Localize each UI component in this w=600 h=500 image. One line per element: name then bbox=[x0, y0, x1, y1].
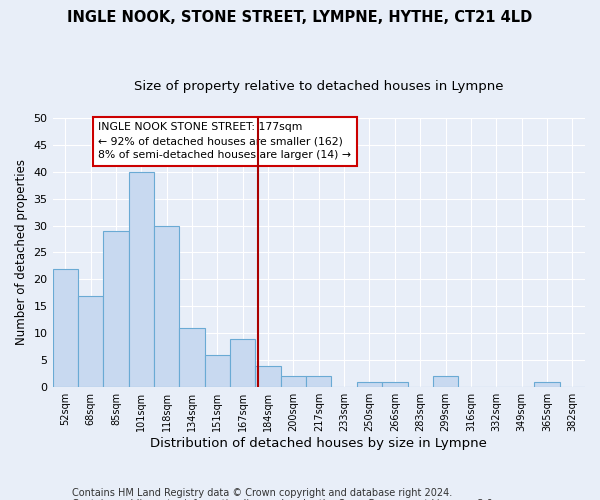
Text: Contains HM Land Registry data © Crown copyright and database right 2024.: Contains HM Land Registry data © Crown c… bbox=[72, 488, 452, 498]
Text: Contains public sector information licensed under the Open Government Licence v3: Contains public sector information licen… bbox=[72, 499, 496, 500]
Bar bbox=[306, 376, 331, 387]
Title: Size of property relative to detached houses in Lympne: Size of property relative to detached ho… bbox=[134, 80, 503, 93]
Bar bbox=[534, 382, 560, 387]
Bar bbox=[103, 231, 128, 387]
Bar bbox=[154, 226, 179, 387]
Bar bbox=[53, 268, 78, 387]
Y-axis label: Number of detached properties: Number of detached properties bbox=[15, 160, 28, 346]
Bar bbox=[281, 376, 306, 387]
Bar bbox=[357, 382, 382, 387]
Bar bbox=[179, 328, 205, 387]
Bar bbox=[230, 338, 256, 387]
Bar bbox=[205, 355, 230, 387]
Bar bbox=[382, 382, 407, 387]
X-axis label: Distribution of detached houses by size in Lympne: Distribution of detached houses by size … bbox=[151, 437, 487, 450]
Text: INGLE NOOK, STONE STREET, LYMPNE, HYTHE, CT21 4LD: INGLE NOOK, STONE STREET, LYMPNE, HYTHE,… bbox=[67, 10, 533, 25]
Bar bbox=[256, 366, 281, 387]
Bar bbox=[128, 172, 154, 387]
Bar bbox=[78, 296, 103, 387]
Text: INGLE NOOK STONE STREET: 177sqm
← 92% of detached houses are smaller (162)
8% of: INGLE NOOK STONE STREET: 177sqm ← 92% of… bbox=[98, 122, 351, 160]
Bar bbox=[433, 376, 458, 387]
